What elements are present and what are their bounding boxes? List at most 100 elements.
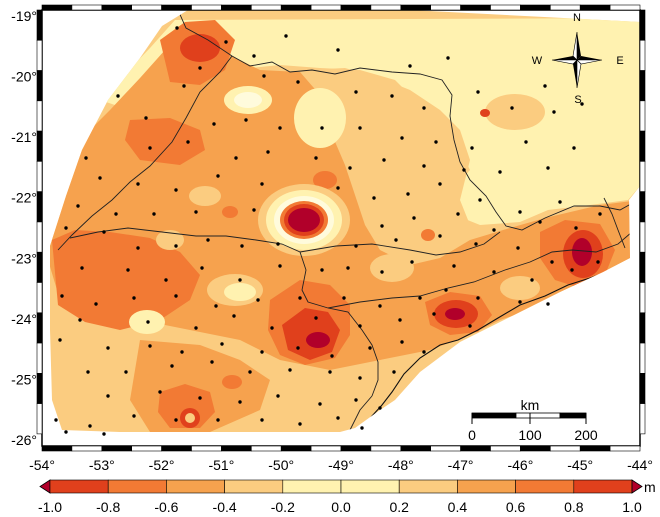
frame-tick-bar [221,445,252,452]
station-point [598,212,602,216]
station-point [84,156,88,160]
station-point [452,264,456,268]
scale-bar-unit: km [521,397,540,413]
latitude-tick-label: -20° [11,69,37,85]
station-point [124,370,128,374]
frame-tick-bar [639,9,646,41]
station-point [198,396,202,400]
latitude-tick-label: -26° [11,432,37,448]
compass-south-label: S [574,94,581,106]
frame-tick-bar [520,445,551,452]
frame-tick-bar [280,445,312,452]
frame-tick-bar [520,4,551,11]
station-point [240,244,244,248]
field-yellow-spot [224,283,256,301]
field-light-orange-spot [500,276,540,300]
station-point [58,338,62,342]
station-point [422,164,426,168]
frame-tick-bar [490,445,521,452]
station-point [406,192,410,196]
station-point [60,294,64,298]
border-line [349,395,373,431]
station-point [180,350,184,354]
station-point [498,170,502,174]
field-dark-orange-area [52,230,200,330]
station-point [238,400,242,404]
station-point [276,394,280,398]
station-point [434,140,438,144]
station-point [580,102,584,106]
station-point [400,340,404,344]
station-point [518,210,522,214]
frame-tick-bar [549,4,581,11]
frame-tick-bar [639,342,646,374]
station-point [422,350,426,354]
station-point [346,266,350,270]
frame-tick-bar [490,4,521,11]
station-point [444,288,448,292]
station-point [474,242,478,246]
colorbar-tick-label: -0.8 [96,499,120,515]
station-point [438,234,442,238]
station-point [278,126,282,130]
station-point [446,56,450,60]
latitude-tick-label: -25° [11,371,37,387]
station-point [574,226,578,230]
station-point [288,368,292,372]
station-point [148,344,152,348]
frame-tick-bar [36,130,43,162]
frame-tick-bar [36,100,43,132]
station-point [530,278,534,282]
colorbar-tick-label: 0.8 [564,499,584,515]
colorbar-tick-label: -0.6 [154,499,178,515]
longitude-tick-label: -52° [149,457,175,473]
frame-tick-bar [639,100,646,132]
longitude-tick-label: -49° [328,457,354,473]
station-point [248,370,252,374]
frame-tick-bar [191,445,222,452]
field-crimson-core [445,308,465,320]
station-point [252,208,256,212]
frame-tick-bar [36,39,43,71]
station-point [354,398,358,402]
station-point [238,278,242,282]
station-point [354,90,358,94]
station-point [572,146,576,150]
frame-tick-bar [131,4,162,11]
station-point [468,324,472,328]
station-point [328,370,332,374]
station-point [418,296,422,300]
field-dark-orange-blob [222,206,238,218]
station-point [543,84,547,88]
frame-tick-bar [609,4,641,11]
station-point [296,346,300,350]
station-point [102,432,106,436]
station-point [596,260,600,264]
station-point [78,318,82,322]
station-point [146,320,150,324]
station-point [336,48,340,52]
station-point [478,198,482,202]
station-point [175,26,179,30]
frame-tick-bar [36,282,43,314]
border-line [299,231,501,256]
station-point [276,242,280,246]
frame-tick-bar [639,191,646,223]
station-point [224,40,228,44]
colorbar-cells [39,479,643,494]
frame-tick-bar [460,4,491,11]
station-point [400,136,404,140]
frame-tick-bar [430,4,461,11]
frame-tick-bar [639,251,646,283]
latitude-tick-label: -23° [11,250,37,266]
colorbar-cell [515,479,575,494]
field-dark-orange-blob [421,229,435,241]
station-point [492,228,496,232]
map-frame [36,4,646,452]
station-point [148,146,152,150]
station-point [194,210,198,214]
frame-tick-bar [639,161,646,192]
frame-tick-bar [36,373,43,404]
frame-tick-bar [609,445,641,452]
station-point [318,402,322,406]
